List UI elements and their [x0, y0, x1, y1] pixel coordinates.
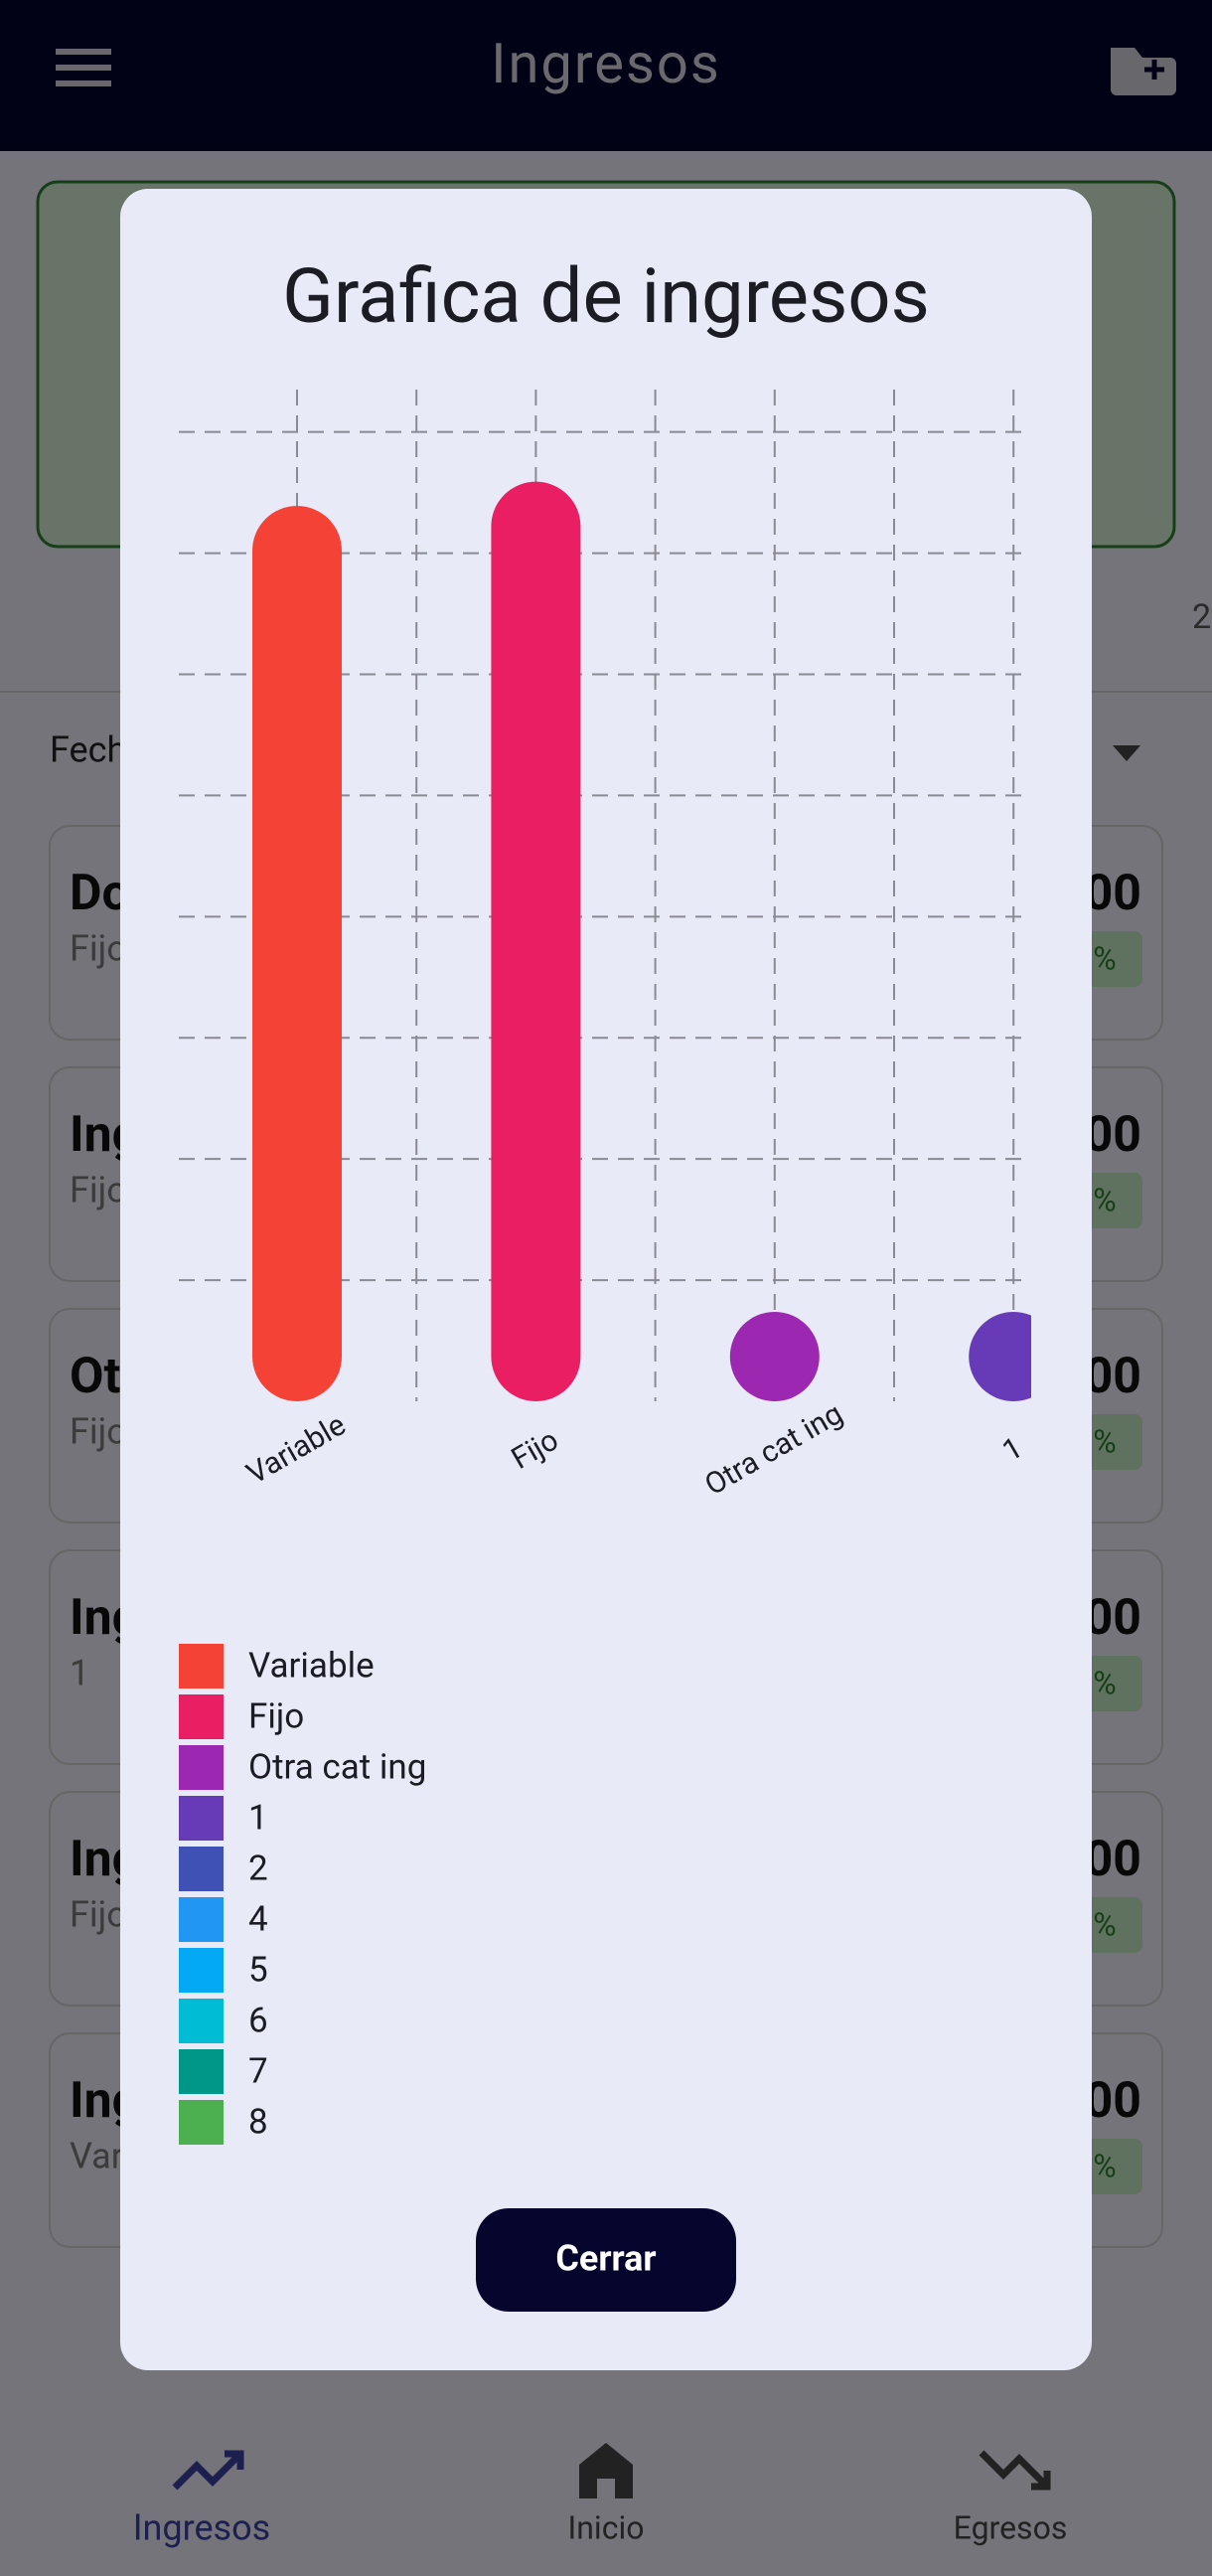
legend-label: 2	[248, 1848, 268, 1888]
legend-swatch	[179, 1897, 224, 1942]
legend-label: 4	[248, 1898, 268, 1939]
legend-swatch	[179, 1999, 224, 2043]
chart-title: Grafica de ingresos	[282, 251, 930, 341]
legend-label: Fijo	[248, 1695, 304, 1736]
legend-swatch	[179, 2049, 224, 2094]
legend-swatch	[179, 1847, 224, 1891]
bar	[252, 506, 342, 1401]
close-button-label[interactable]: Cerrar	[555, 2238, 656, 2280]
legend-label: Otra cat ing	[248, 1746, 426, 1787]
legend-label: 6	[248, 2000, 268, 2040]
bar	[729, 1312, 820, 1401]
legend-swatch	[179, 1694, 224, 1739]
bar	[969, 1312, 1031, 1401]
close-button[interactable]	[476, 2208, 736, 2312]
legend-label: 5	[248, 1949, 268, 1990]
legend-label: 8	[248, 2101, 268, 2142]
legend-swatch	[179, 1745, 224, 1790]
legend-swatch	[179, 1644, 224, 1689]
legend-swatch	[179, 2100, 224, 2145]
legend-label: 1	[248, 1797, 268, 1838]
legend-label: Variable	[248, 1645, 375, 1686]
bar	[491, 481, 581, 1402]
legend-label: 7	[248, 2050, 268, 2091]
legend-swatch	[179, 1796, 224, 1841]
legend-swatch	[179, 1948, 224, 1993]
